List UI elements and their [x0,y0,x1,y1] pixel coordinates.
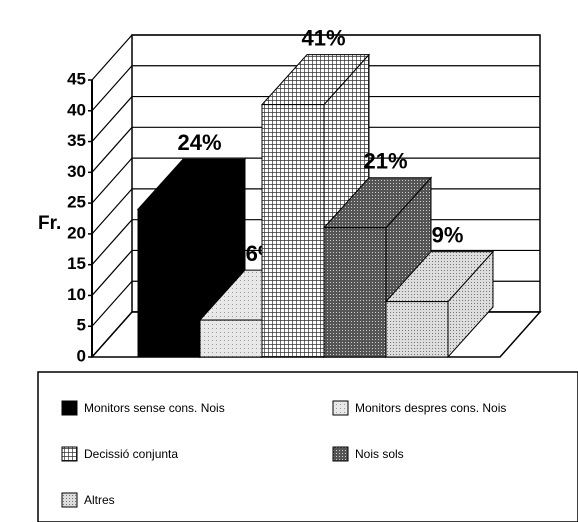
bar [137,208,201,358]
grid-line [91,34,540,81]
data-label: 41% [301,25,345,50]
y-tick-label: 35 [67,131,86,150]
y-axis-label: Fr. [38,213,61,234]
legend-label: Nois sols [355,447,404,461]
legend-label: Decissió conjunta [84,447,178,461]
y-tick-label: 5 [77,316,86,335]
grid-line [91,95,540,142]
y-tick-label: 10 [67,285,86,304]
bar [199,319,263,358]
legend-swatch [332,400,349,416]
bar [323,227,387,358]
legend-label: Monitors sense cons. Nois [84,401,225,415]
data-label: 9% [432,222,464,247]
grid-line [91,157,540,204]
y-tick-label: 25 [67,193,86,212]
grid-line [91,126,540,173]
legend-swatch [332,446,349,462]
legend-swatch [61,400,78,416]
legend-swatch [61,492,78,508]
y-tick-label: 40 [67,100,86,119]
y-tick-label: 20 [67,223,86,242]
y-tick-label: 45 [67,69,86,88]
bar [261,104,325,358]
data-label: 24% [177,130,221,155]
bar [385,301,449,358]
grid-line [91,65,540,112]
y-tick-label: 30 [67,162,86,181]
y-tick-label: 0 [77,346,86,365]
legend [37,371,578,522]
legend-swatch [61,446,78,462]
legend-label: Monitors despres cons. Nois [355,401,506,415]
data-label: 21% [363,149,407,174]
legend-label: Altres [84,493,115,507]
y-tick-label: 15 [67,254,86,273]
